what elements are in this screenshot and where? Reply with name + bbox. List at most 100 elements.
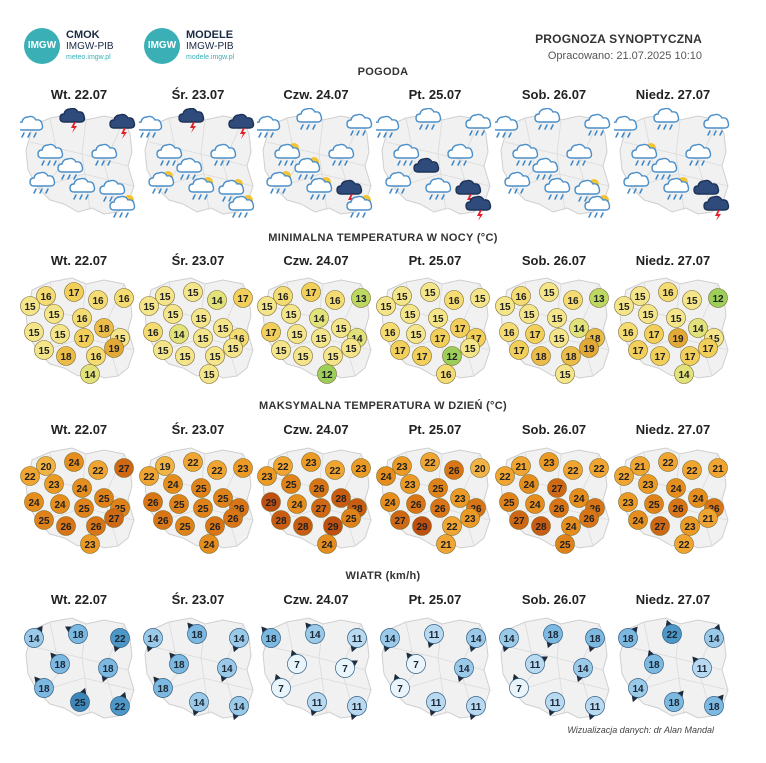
temperature-value: 21 — [440, 540, 452, 551]
temperature-marker: 16 — [325, 290, 345, 310]
weather-map[interactable] — [495, 108, 613, 220]
wind-map[interactable]: 14 18 14 18 14 18 14 14 — [139, 612, 257, 724]
temperature-circle — [94, 318, 114, 338]
weather-map[interactable] — [257, 108, 375, 220]
temperature-value: 15 — [203, 370, 215, 381]
temperature-marker: 17 — [650, 346, 670, 366]
temperature-marker: 23 — [351, 458, 371, 478]
temperature-marker: 27 — [311, 498, 331, 518]
temperature-circle — [311, 328, 331, 348]
wind-speed-value: 11 — [530, 660, 541, 671]
wind-map[interactable]: 14 11 14 7 14 7 11 11 — [376, 612, 494, 724]
temperature-circle — [281, 304, 301, 324]
temperature-marker: 26 — [309, 478, 329, 498]
thunder-icon — [336, 179, 363, 205]
modele-logo[interactable]: IMGW MODELE IMGW-PIB modele.imgw.pl — [144, 28, 234, 64]
wind-circle — [573, 658, 593, 678]
wind-map[interactable]: 14 18 18 11 14 7 11 11 — [495, 612, 613, 724]
wind-map[interactable]: 14 18 22 18 18 18 25 22 — [20, 612, 138, 724]
temperature-circle — [470, 458, 490, 478]
temperature-circle — [257, 466, 277, 486]
max-temp-map[interactable]: 22 23 22 23 23 25 26 28 29 24 27 28 28 28 29 25 24 — [257, 442, 375, 554]
rain-icon — [210, 143, 237, 166]
temperature-value: 22 — [329, 466, 341, 477]
wind-circle — [499, 628, 519, 648]
wind-marker: 18 — [618, 626, 638, 648]
wind-speed-value: 11 — [352, 702, 363, 713]
temperature-circle — [213, 488, 233, 508]
temperature-value: 15 — [261, 302, 273, 313]
showers-icon — [296, 108, 323, 130]
temperature-value: 17 — [305, 288, 317, 299]
temperature-circle — [153, 510, 173, 530]
temperature-circle — [143, 492, 163, 512]
temperature-marker: 25 — [644, 494, 664, 514]
temperature-value: 27 — [551, 484, 563, 495]
max-temp-map[interactable]: 21 22 22 21 22 23 24 24 23 25 26 26 24 27 23 21 22 — [614, 442, 732, 554]
wind-marker: 11 — [307, 692, 327, 717]
temperature-circle — [114, 288, 134, 308]
wind-speed-value: 18 — [173, 660, 185, 671]
wind-map[interactable]: 18 22 14 18 11 14 18 18 — [614, 612, 732, 724]
weather-map[interactable] — [139, 108, 257, 220]
region-border — [103, 119, 125, 213]
rain-icon — [504, 171, 531, 194]
wind-speed-value: 18 — [102, 664, 114, 675]
temperature-value: 23 — [684, 522, 696, 533]
temperature-circle — [618, 322, 638, 342]
temperature-marker: 24 — [72, 478, 92, 498]
temperature-marker: 28 — [331, 488, 351, 508]
cmok-logo[interactable]: IMGW CMOK IMGW-PIB meteo.imgw.pl — [24, 28, 114, 64]
temperature-value: 15 — [499, 302, 511, 313]
temperature-marker: 17 — [680, 346, 700, 366]
temperature-circle — [169, 494, 189, 514]
wind-speed-value: 7 — [413, 660, 419, 671]
temperature-marker: 15 — [199, 364, 219, 384]
temperature-value: 15 — [543, 288, 555, 299]
wind-circle — [585, 696, 605, 716]
wind-day-label: Niedz. 27.07 — [635, 592, 711, 607]
temperature-marker: 15 — [205, 346, 225, 366]
temperature-marker: 15 — [139, 296, 159, 316]
temperature-value: 17 — [648, 330, 660, 341]
temperature-circle — [183, 282, 203, 302]
temperature-circle — [450, 488, 470, 508]
temperature-value: 24 — [573, 494, 585, 505]
temperature-value: 28 — [535, 522, 547, 533]
weather-map[interactable] — [614, 108, 732, 220]
temperature-circle — [380, 492, 400, 512]
wind-map[interactable]: 18 14 11 7 7 7 11 11 — [257, 612, 375, 724]
temperature-circle — [50, 494, 70, 514]
temperature-value: 17 — [68, 288, 80, 299]
wind-marker: 14 — [704, 623, 724, 648]
wind-marker: 14 — [217, 658, 237, 683]
temperature-circle — [428, 478, 448, 498]
weather-map[interactable] — [20, 108, 138, 220]
temperature-value: 25 — [98, 494, 110, 505]
temperature-marker: 14 — [309, 308, 329, 328]
wind-circle — [545, 692, 565, 712]
temperature-marker: 16 — [114, 288, 134, 308]
temperature-circle — [539, 452, 559, 472]
temperature-value: 15 — [297, 352, 309, 363]
wind-marker: 18 — [65, 624, 88, 644]
weather-map[interactable] — [376, 108, 494, 220]
temperature-value: 26 — [583, 514, 595, 525]
temperature-marker: 25 — [169, 494, 189, 514]
temperature-value: 16 — [567, 296, 579, 307]
temperature-value: 16 — [622, 328, 634, 339]
temperature-circle — [589, 288, 609, 308]
wind-speed-value: 11 — [550, 698, 561, 709]
temperature-marker: 14 — [569, 318, 589, 338]
temperature-circle — [104, 508, 124, 528]
